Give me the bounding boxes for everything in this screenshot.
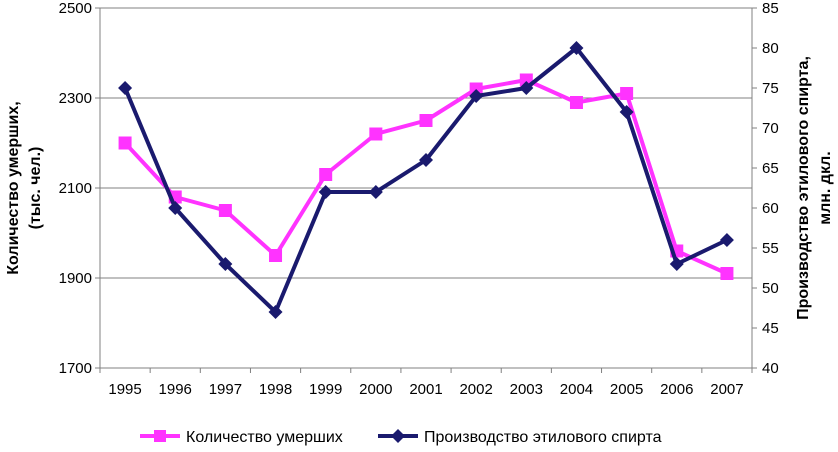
data-point bbox=[268, 305, 283, 319]
x-tick-label: 1998 bbox=[259, 381, 292, 398]
x-tick-label: 2002 bbox=[459, 381, 492, 398]
data-point bbox=[620, 87, 634, 100]
series-group bbox=[118, 41, 734, 319]
right-axis-title-line2: млн. дкл. bbox=[817, 151, 834, 225]
data-point bbox=[569, 41, 584, 55]
legend: Количество умерших Производство этиловог… bbox=[140, 429, 662, 446]
data-point bbox=[368, 185, 383, 199]
series-1 bbox=[118, 41, 734, 319]
gridlines bbox=[100, 97, 752, 279]
x-tick-label: 2004 bbox=[560, 381, 593, 398]
x-tick-label: 1996 bbox=[159, 381, 192, 398]
x-tick-label: 2006 bbox=[660, 381, 693, 398]
right-axis-title: Производство этилового спирта, млн. дкл. bbox=[795, 56, 834, 320]
right-tick-label: 40 bbox=[762, 360, 779, 377]
legend-item-alcohol: Производство этилового спирта bbox=[378, 429, 662, 446]
data-point bbox=[720, 267, 734, 280]
x-tick-label: 1997 bbox=[209, 381, 242, 398]
x-axis-ticks: 1995 1996 1997 1998 1999 2000 2001 2002 2003 2004… bbox=[99, 368, 753, 398]
left-tick-label: 2300 bbox=[59, 90, 92, 107]
right-tick-label: 65 bbox=[762, 160, 779, 177]
data-point bbox=[218, 204, 232, 217]
series-line-0 bbox=[123, 78, 728, 276]
left-axis-title-line2: (тыс. чел.) bbox=[27, 147, 44, 230]
data-point bbox=[168, 201, 183, 215]
x-tick-label: 1999 bbox=[309, 381, 342, 398]
right-tick-label: 70 bbox=[762, 120, 779, 137]
data-point bbox=[269, 249, 283, 262]
x-tick-label: 2000 bbox=[359, 381, 392, 398]
data-point bbox=[118, 81, 133, 95]
x-tick-label: 2001 bbox=[409, 381, 442, 398]
legend-label-alcohol: Производство этилового спирта bbox=[424, 429, 662, 446]
right-tick-label: 60 bbox=[762, 200, 779, 217]
data-point bbox=[419, 153, 433, 167]
x-tick-label: 2005 bbox=[610, 381, 643, 398]
data-point bbox=[318, 185, 333, 199]
x-tick-label: 2003 bbox=[510, 381, 543, 398]
legend-marker-deaths bbox=[154, 430, 166, 442]
data-point bbox=[519, 81, 534, 95]
data-point bbox=[369, 127, 383, 141]
right-tick-label: 80 bbox=[762, 40, 779, 57]
data-point bbox=[669, 257, 684, 271]
series-line-1 bbox=[123, 46, 728, 314]
legend-marker-alcohol bbox=[391, 429, 405, 443]
series-0 bbox=[118, 73, 734, 280]
left-tick-label: 1900 bbox=[59, 270, 92, 287]
x-tick-label: 2007 bbox=[710, 381, 743, 398]
left-tick-label: 2500 bbox=[59, 0, 92, 17]
left-axis-title: Количество умерших, (тыс. чел.) bbox=[5, 101, 44, 274]
legend-item-deaths: Количество умерших bbox=[140, 429, 343, 446]
left-axis-title-line1: Количество умерших, bbox=[5, 101, 22, 274]
data-point bbox=[218, 257, 233, 271]
data-point bbox=[569, 96, 583, 109]
data-point bbox=[469, 89, 484, 103]
right-axis-ticks: 40 45 50 55 60 65 70 75 80 85 bbox=[752, 0, 779, 377]
left-tick-label: 2100 bbox=[59, 180, 92, 197]
data-point bbox=[118, 136, 132, 150]
right-tick-label: 50 bbox=[762, 280, 779, 297]
right-axis-title-line1: Производство этилового спирта, bbox=[795, 56, 812, 320]
x-tick-label: 1995 bbox=[108, 381, 141, 398]
data-point bbox=[619, 105, 634, 119]
data-point bbox=[319, 168, 333, 181]
legend-label-deaths: Количество умерших bbox=[186, 429, 343, 446]
right-tick-label: 55 bbox=[762, 240, 779, 257]
left-axis-ticks: 1700 1900 2100 2300 2500 bbox=[59, 0, 100, 377]
data-point bbox=[719, 233, 734, 247]
right-tick-label: 45 bbox=[762, 320, 779, 337]
data-point bbox=[419, 114, 433, 127]
right-tick-label: 75 bbox=[762, 80, 779, 97]
right-tick-label: 85 bbox=[762, 0, 779, 17]
left-tick-label: 1700 bbox=[59, 360, 92, 377]
